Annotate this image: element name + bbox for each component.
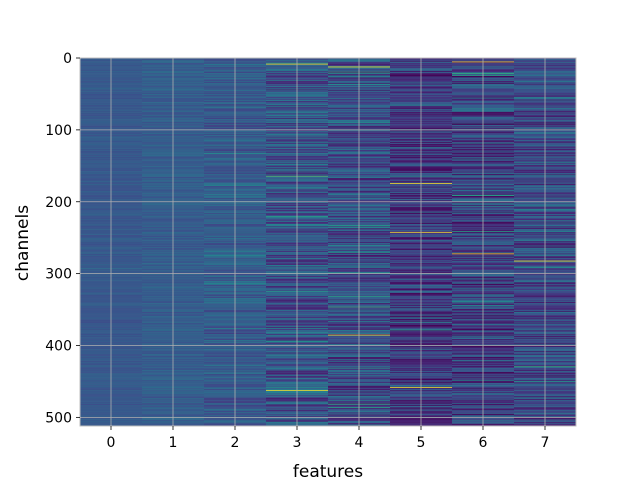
x-tick-label: 1 [169, 435, 178, 451]
x-tick-label: 2 [231, 435, 240, 451]
grid-lines [80, 57, 576, 426]
x-axis: 0 1 2 3 4 5 6 7 [107, 426, 550, 451]
y-axis-label: channels [13, 205, 33, 281]
y-tick-label: 100 [45, 123, 72, 139]
x-tick-label: 4 [355, 435, 364, 451]
x-tick-label: 7 [541, 435, 550, 451]
y-tick-label: 200 [45, 195, 72, 211]
y-tick-label: 300 [45, 267, 72, 283]
x-tick-label: 6 [479, 435, 488, 451]
x-tick-label: 5 [417, 435, 426, 451]
x-tick-label: 3 [293, 435, 302, 451]
heatmap-cells [80, 58, 576, 427]
y-tick-label: 0 [63, 51, 72, 67]
y-tick-label: 500 [45, 410, 72, 426]
y-tick-label: 400 [45, 339, 72, 355]
y-axis: 0 100 200 300 400 500 [45, 51, 80, 426]
x-tick-label: 0 [107, 435, 116, 451]
x-axis-label: features [293, 462, 363, 480]
plot-frame [79, 57, 577, 427]
